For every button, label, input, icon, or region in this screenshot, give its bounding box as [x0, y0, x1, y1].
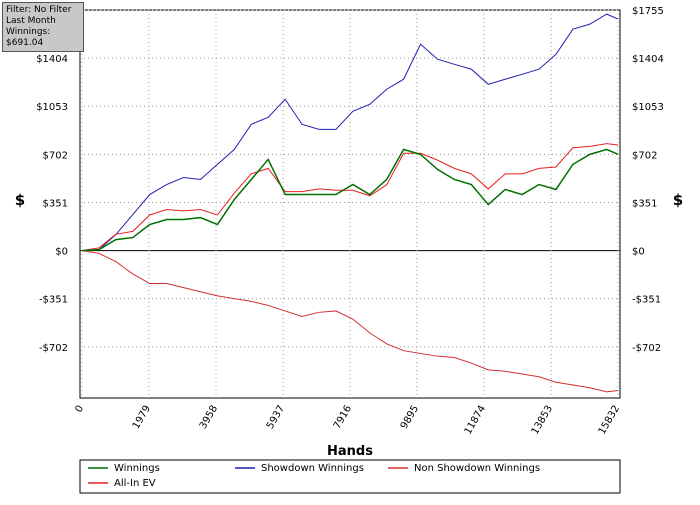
y2-tick-label: $351: [632, 198, 657, 209]
y2-tick-label: $1404: [632, 54, 664, 65]
info-box: Filter: No Filter Last Month Winnings: $…: [2, 2, 84, 52]
x-tick-label: 11874: [463, 404, 488, 437]
x-tick-label: 9895: [399, 404, 421, 432]
y-tick-label: $351: [43, 198, 68, 209]
y2-tick-label: $0: [632, 247, 645, 258]
x-axis-label: Hands: [327, 444, 373, 459]
y2-tick-label: $1755: [632, 6, 664, 17]
legend-label: Winnings: [114, 463, 160, 474]
y-tick-label: $1404: [36, 54, 68, 65]
period-text: Last Month: [6, 16, 56, 26]
legend-label: Showdown Winnings: [261, 463, 364, 474]
legend-label: Non Showdown Winnings: [414, 463, 540, 474]
line-series: [81, 148, 619, 252]
line-series: [81, 13, 619, 252]
x-tick-label: 1979: [131, 404, 153, 432]
legend-box: [79, 459, 621, 494]
x-tick-label: 5937: [265, 404, 287, 432]
y2-tick-label: $702: [632, 150, 657, 161]
y2-axis-label: $: [673, 191, 683, 209]
plot-frame: [79, 9, 621, 399]
y-axis-label: $: [15, 191, 25, 209]
y2-tick-label: $1053: [632, 102, 664, 113]
winnings-text: Winnings: $691.04: [6, 27, 51, 48]
x-tick-label: 15832: [597, 404, 622, 437]
line-series: [81, 143, 619, 252]
x-tick-label: 3958: [198, 404, 220, 432]
line-series: [81, 250, 619, 393]
y-tick-label: $0: [55, 247, 68, 258]
filter-text: Filter: No Filter: [6, 5, 72, 15]
x-tick-label: 7916: [332, 404, 354, 432]
x-tick-label: 13853: [530, 404, 555, 437]
y-tick-label: -$351: [39, 295, 68, 306]
x-tick-label: 0: [73, 404, 86, 415]
legend-label: All-In EV: [114, 478, 156, 489]
y-tick-label: -$702: [39, 343, 68, 354]
y-tick-label: $1053: [36, 102, 68, 113]
y2-tick-label: -$702: [632, 343, 661, 354]
y-tick-label: $702: [43, 150, 68, 161]
y2-tick-label: -$351: [632, 295, 661, 306]
